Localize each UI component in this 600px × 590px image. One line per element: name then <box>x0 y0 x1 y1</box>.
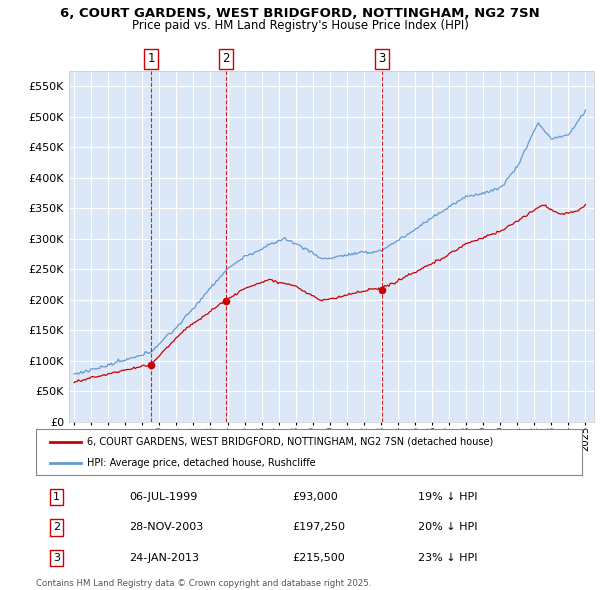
Text: 06-JUL-1999: 06-JUL-1999 <box>129 492 197 502</box>
Text: 1: 1 <box>147 53 155 65</box>
Text: 2: 2 <box>53 523 61 532</box>
Text: £215,500: £215,500 <box>293 553 346 563</box>
Text: 6, COURT GARDENS, WEST BRIDGFORD, NOTTINGHAM, NG2 7SN: 6, COURT GARDENS, WEST BRIDGFORD, NOTTIN… <box>60 7 540 20</box>
Text: 1: 1 <box>53 492 60 502</box>
Text: £197,250: £197,250 <box>293 523 346 532</box>
Text: 2: 2 <box>222 53 230 65</box>
Text: £93,000: £93,000 <box>293 492 338 502</box>
Text: 20% ↓ HPI: 20% ↓ HPI <box>418 523 478 532</box>
Text: 3: 3 <box>379 53 386 65</box>
Text: 24-JAN-2013: 24-JAN-2013 <box>129 553 199 563</box>
Text: 3: 3 <box>53 553 60 563</box>
Text: HPI: Average price, detached house, Rushcliffe: HPI: Average price, detached house, Rush… <box>88 458 316 468</box>
Text: Price paid vs. HM Land Registry's House Price Index (HPI): Price paid vs. HM Land Registry's House … <box>131 19 469 32</box>
Text: 28-NOV-2003: 28-NOV-2003 <box>129 523 203 532</box>
Text: Contains HM Land Registry data © Crown copyright and database right 2025.
This d: Contains HM Land Registry data © Crown c… <box>36 579 371 590</box>
Text: 19% ↓ HPI: 19% ↓ HPI <box>418 492 478 502</box>
Text: 23% ↓ HPI: 23% ↓ HPI <box>418 553 478 563</box>
Text: 6, COURT GARDENS, WEST BRIDGFORD, NOTTINGHAM, NG2 7SN (detached house): 6, COURT GARDENS, WEST BRIDGFORD, NOTTIN… <box>88 437 494 447</box>
